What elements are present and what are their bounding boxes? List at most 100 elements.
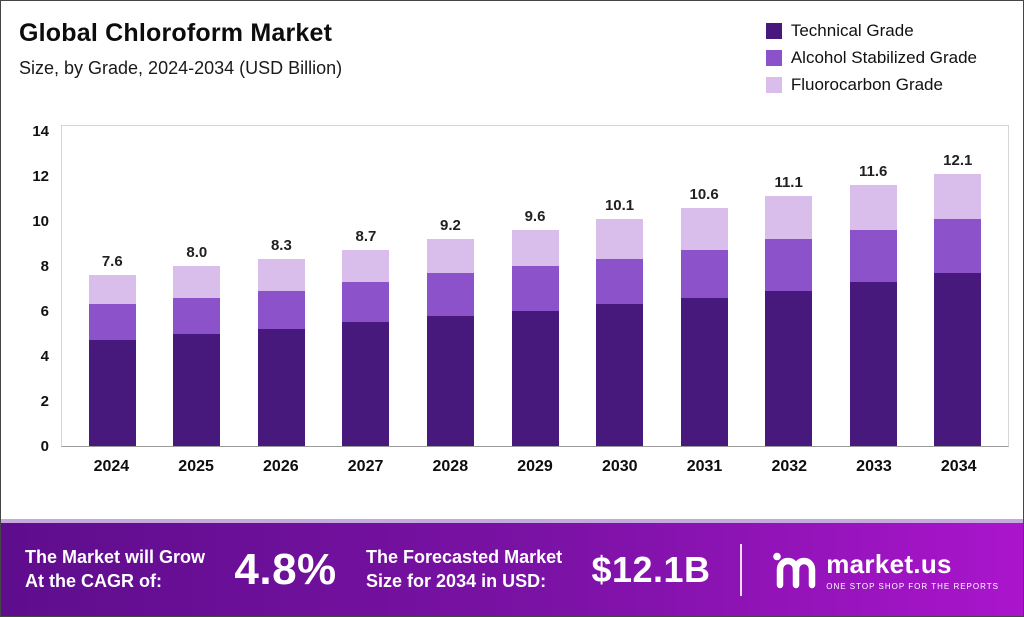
chart-title: Global Chloroform Market	[19, 19, 333, 47]
chart-body: 0 2 4 6 8 10 12 14 7.6 8.0 8.3 8.7 9.2 9.6 10.1 10.6 11…	[1, 123, 1023, 476]
bar-stack	[173, 266, 221, 446]
bar-segment-fluorocarbon-grade	[257, 259, 305, 291]
y-axis-label: 4	[40, 348, 49, 365]
bar-total-label: 7.6	[101, 253, 123, 270]
bar-segment-alcohol-stabilized-grade	[342, 281, 390, 323]
forecast-label: The Forecasted Market Size for 2034 in U…	[366, 546, 562, 594]
cagr-label: The Market will Grow At the CAGR of:	[25, 546, 205, 594]
y-axis-label: 14	[32, 123, 49, 140]
bar-column-2028: 9.2	[408, 217, 493, 446]
x-axis-label: 2027	[347, 458, 384, 475]
legend-label: Fluorocarbon Grade	[790, 75, 943, 94]
title-block: Global Chloroform Market Size, by Grade,…	[19, 19, 342, 79]
bar-column-2030: 10.1	[577, 197, 662, 446]
bar-segment-technical-grade	[849, 281, 897, 446]
bar-stack	[511, 230, 559, 446]
legend-swatch-icon	[765, 77, 782, 93]
bar-segment-technical-grade	[680, 297, 728, 446]
bar-column-2026: 8.3	[239, 237, 324, 446]
bar-column-2032: 11.1	[746, 174, 831, 446]
legend-swatch-icon	[765, 23, 782, 39]
forecast-label-line2: Size for 2034 in USD:	[366, 570, 547, 591]
plot-wrap: 7.6 8.0 8.3 8.7 9.2 9.6 10.1 10.6 11.1 11.6 12.1 2…	[61, 125, 1009, 476]
bar-segment-alcohol-stabilized-grade	[257, 290, 305, 329]
bar-segment-alcohol-stabilized-grade	[934, 218, 982, 273]
x-axis-label: 2031	[686, 458, 723, 475]
bar-segment-fluorocarbon-grade	[88, 275, 136, 305]
bar-segment-fluorocarbon-grade	[596, 218, 644, 260]
y-axis-label: 8	[40, 258, 49, 275]
bar-segment-technical-grade	[426, 315, 474, 446]
bar-segment-alcohol-stabilized-grade	[173, 297, 221, 334]
brand-lockup: market.us ONE STOP SHOP FOR THE REPORTS	[771, 549, 999, 591]
chart-section: Global Chloroform Market Size, by Grade,…	[1, 1, 1023, 519]
brand-name: market.us	[826, 548, 952, 579]
y-axis: 0 2 4 6 8 10 12 14	[1, 123, 61, 455]
forecast-label-line1: The Forecasted Market	[366, 546, 563, 567]
bar-segment-technical-grade	[88, 340, 136, 446]
bar-stack	[342, 250, 390, 446]
bar-segment-fluorocarbon-grade	[511, 230, 559, 266]
plot-area: 7.6 8.0 8.3 8.7 9.2 9.6 10.1 10.6 11.1 11.6 12.1	[61, 125, 1009, 447]
bar-total-label: 9.2	[440, 217, 461, 234]
bar-column-2024: 7.6	[70, 253, 155, 446]
bar-segment-technical-grade	[257, 329, 305, 446]
bar-segment-alcohol-stabilized-grade	[849, 230, 897, 282]
bar-segment-fluorocarbon-grade	[342, 250, 390, 282]
bar-stack	[426, 239, 474, 446]
bar-stack	[934, 173, 982, 446]
bar-segment-technical-grade	[342, 322, 390, 446]
y-axis-label: 10	[32, 213, 49, 230]
cagr-label-line2: At the CAGR of:	[25, 570, 162, 591]
bar-segment-alcohol-stabilized-grade	[88, 304, 136, 341]
bar-total-label: 10.1	[604, 196, 635, 214]
brand-text: market.us ONE STOP SHOP FOR THE REPORTS	[826, 549, 999, 591]
bar-column-2033: 11.6	[831, 163, 916, 446]
cagr-label-line1: The Market will Grow	[25, 546, 206, 567]
bar-segment-alcohol-stabilized-grade	[680, 250, 728, 298]
bar-total-label: 11.6	[859, 163, 888, 180]
legend-item: Technical Grade	[765, 21, 977, 41]
bar-segment-technical-grade	[596, 304, 644, 446]
x-axis-label: 2030	[601, 458, 638, 475]
cagr-value: 4.8%	[234, 544, 337, 594]
bar-stack	[680, 207, 728, 446]
x-axis-label: 2024	[93, 458, 130, 475]
banner-divider	[739, 543, 742, 596]
bar-total-label: 10.6	[689, 185, 719, 203]
bar-segment-alcohol-stabilized-grade	[511, 266, 559, 311]
bar-segment-alcohol-stabilized-grade	[426, 272, 474, 316]
legend-swatch-icon	[765, 50, 782, 66]
bar-stack	[88, 275, 136, 446]
x-axis-label: 2026	[263, 458, 299, 475]
bar-stack	[849, 185, 897, 446]
bar-segment-alcohol-stabilized-grade	[596, 259, 644, 305]
x-axis-label: 2034	[940, 458, 977, 475]
bar-segment-fluorocarbon-grade	[173, 266, 221, 298]
legend-label: Technical Grade	[790, 21, 914, 40]
x-axis: 2024 2025 2026 2027 2028 2029 2030 2031 2032 2033…	[61, 458, 1009, 476]
legend-item: Alcohol Stabilized Grade	[765, 48, 977, 68]
bar-column-2025: 8.0	[155, 244, 240, 446]
bar-segment-fluorocarbon-grade	[426, 239, 474, 273]
bar-total-label: 8.7	[355, 228, 377, 246]
x-axis-label: 2028	[432, 458, 469, 475]
bar-segment-fluorocarbon-grade	[934, 173, 982, 219]
y-axis-label: 0	[40, 438, 49, 455]
y-axis-label: 2	[40, 393, 49, 410]
bar-total-label: 8.0	[186, 244, 208, 261]
bar-segment-fluorocarbon-grade	[765, 196, 813, 239]
bar-segment-alcohol-stabilized-grade	[765, 239, 813, 291]
bar-column-2031: 10.6	[662, 185, 747, 446]
bar-stack	[596, 218, 644, 446]
x-axis-label: 2025	[178, 458, 214, 475]
bar-segment-technical-grade	[765, 290, 813, 446]
bar-segment-technical-grade	[511, 311, 559, 446]
bar-stack	[257, 259, 305, 446]
forecast-value: $12.1B	[591, 548, 711, 590]
marketus-logo-icon	[773, 552, 816, 588]
y-axis-label: 12	[32, 168, 49, 185]
x-axis-label: 2029	[517, 458, 553, 475]
bar-segment-technical-grade	[173, 333, 221, 446]
